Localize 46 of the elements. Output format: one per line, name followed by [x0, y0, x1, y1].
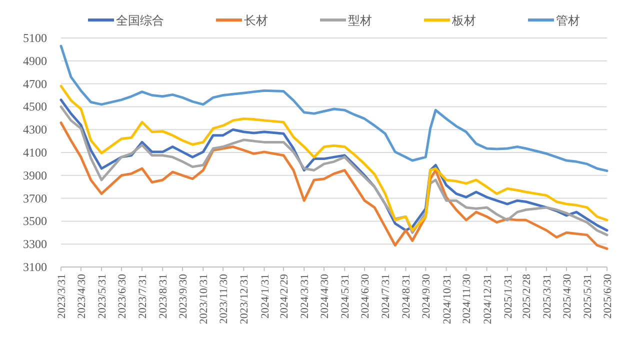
x-tick-label: 2024/3/31 — [299, 274, 312, 319]
y-tick-label: 3500 — [23, 214, 47, 228]
x-tick-label: 2024/11/30 — [461, 274, 474, 324]
x-tick-label: 2024/12/31 — [482, 274, 494, 324]
line-series — [60, 44, 608, 172]
x-tick-label: 2024/5/31 — [340, 274, 352, 319]
x-tick-label: 2025/4/30 — [561, 274, 574, 319]
x-tick-label: 2024/2/29 — [278, 274, 291, 319]
y-tick-label: 4900 — [23, 54, 47, 68]
y-tick-label: 4100 — [23, 146, 47, 160]
y-tick-label: 3900 — [23, 168, 47, 182]
x-tick-label: 2023/7/31 — [137, 274, 150, 319]
x-tick-label: 2024/1/31 — [259, 274, 272, 319]
legend-label: 管材 — [556, 14, 580, 28]
x-tick-label: 2025/2/28 — [520, 274, 533, 319]
x-tick-label: 2024/8/31 — [400, 274, 413, 319]
x-tick-label: 2024/4/30 — [319, 274, 332, 319]
x-tick-label: 2024/9/30 — [420, 274, 433, 319]
x-tick-label: 2023/3/31 — [56, 274, 68, 319]
x-tick-label: 2023/8/31 — [158, 274, 170, 319]
x-tick-label: 2025/3/31 — [542, 274, 554, 319]
x-tick-label: 2025/6/30 — [602, 274, 614, 319]
x-tick-label: 2025/5/31 — [582, 274, 594, 319]
line-series — [60, 121, 608, 250]
legend-label: 长材 — [244, 14, 268, 28]
y-tick-label: 5100 — [23, 31, 47, 45]
legend-label: 型材 — [348, 14, 372, 28]
x-tick-label: 2023/10/31 — [198, 274, 210, 324]
x-tick-label: 2023/12/31 — [238, 274, 251, 324]
x-tick-label: 2024/7/31 — [380, 274, 392, 319]
y-tick-label: 3300 — [23, 237, 47, 252]
x-tick-label: 2023/6/30 — [116, 274, 128, 319]
legend-label: 板材 — [451, 14, 476, 28]
x-tick-label: 2023/9/30 — [178, 274, 190, 319]
legend-label: 全国综合 — [116, 14, 164, 28]
x-tick-label: 2023/11/30 — [218, 274, 230, 324]
y-tick-label: 4500 — [23, 100, 47, 114]
y-tick-label: 3700 — [23, 191, 47, 206]
x-tick-label: 2024/10/31 — [441, 274, 454, 324]
x-tick-label: 2024/6/30 — [360, 274, 372, 319]
y-tick-label: 4300 — [23, 122, 47, 137]
x-tick-label: 2025/1/31 — [502, 274, 514, 319]
x-tick-label: 2023/4/30 — [76, 274, 88, 319]
y-tick-label: 3100 — [23, 260, 47, 274]
x-tick-label: 2023/5/31 — [96, 274, 109, 319]
y-tick-label: 4700 — [23, 76, 47, 91]
